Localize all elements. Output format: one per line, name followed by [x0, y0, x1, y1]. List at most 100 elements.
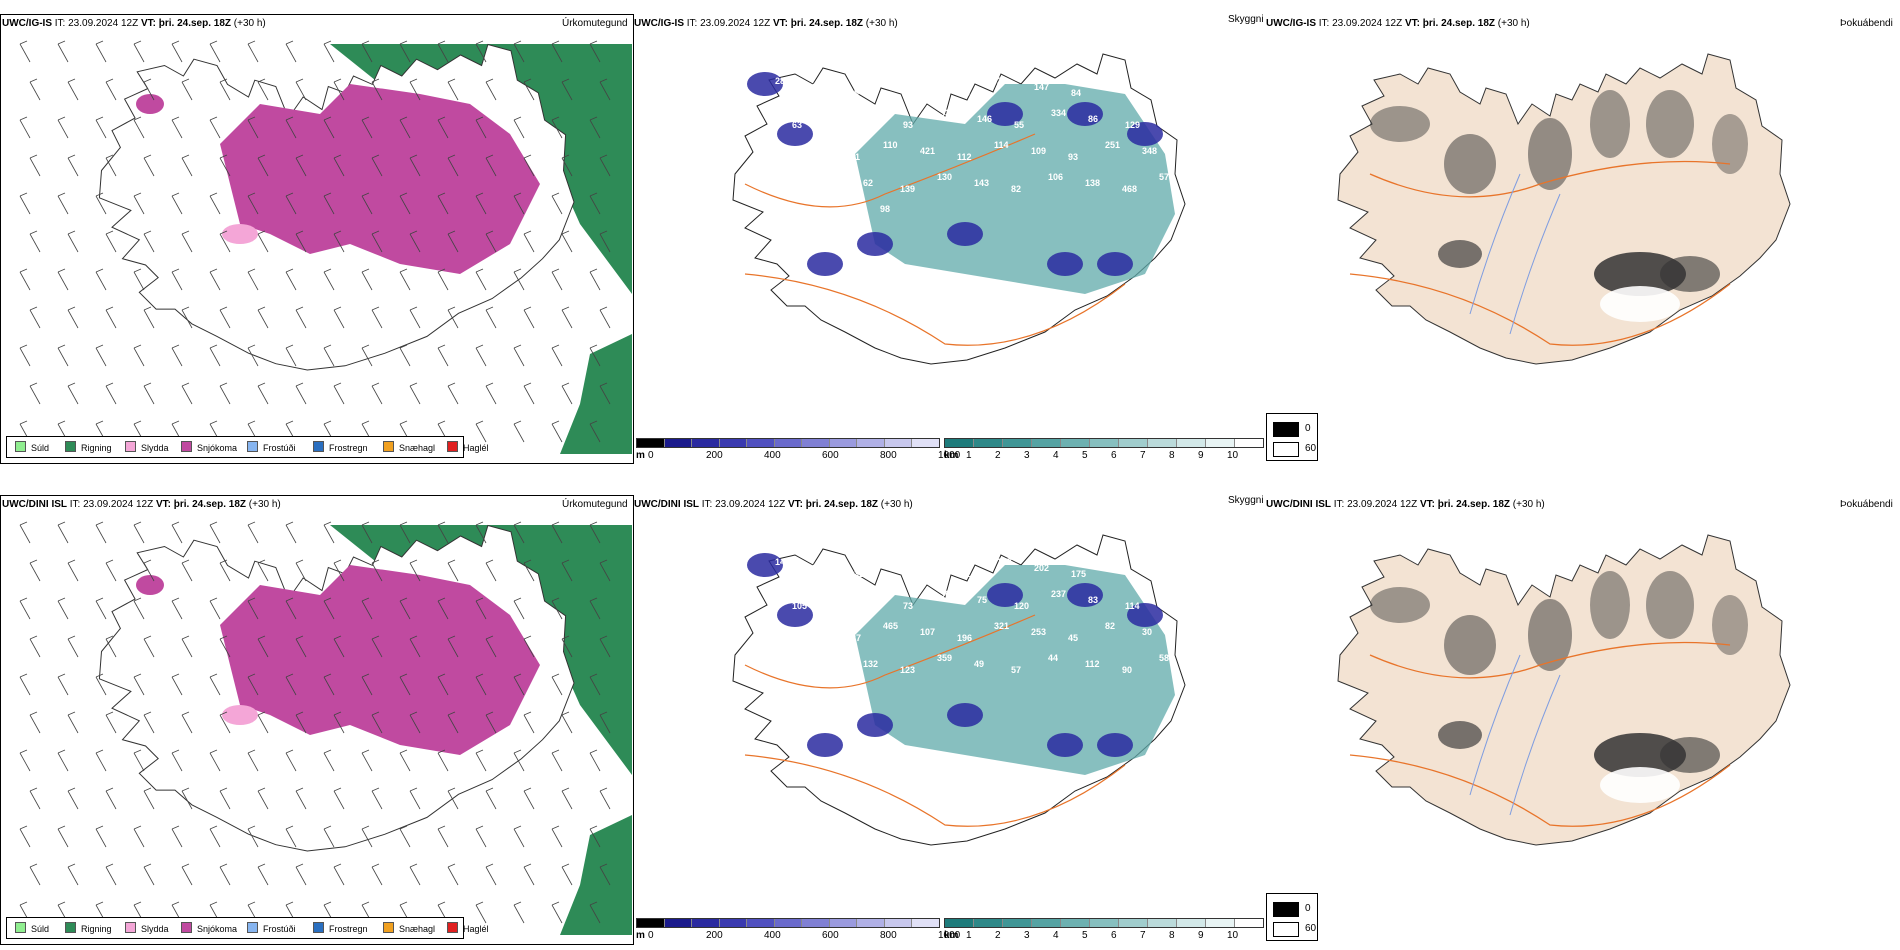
wind-barb: [523, 230, 532, 235]
wind-barb: [95, 271, 107, 291]
precip-header-row2: UWC/DINI ISL IT: 23.09.2024 12Z VT: þri.…: [2, 499, 281, 511]
wind-barb: [485, 866, 497, 886]
wind-barb: [67, 559, 76, 564]
colorbar-meters-tick: 1000: [938, 450, 961, 461]
wind-barb: [95, 195, 107, 215]
precip-legend-row2: Súld Rigning Slydda Snjókoma Frostúði Frostre…: [6, 917, 489, 939]
wind-barb: [67, 157, 79, 177]
wind-barb: [209, 195, 221, 215]
visibility-value-label: 196: [957, 633, 972, 643]
wind-barb: [219, 233, 231, 253]
legend-swatch: [447, 922, 458, 933]
colorbar-km-tick: 3: [1024, 930, 1030, 941]
wind-barb: [247, 521, 256, 526]
cloud-area: [1660, 737, 1720, 773]
wind-barb: [295, 559, 304, 564]
wind-barb: [95, 676, 107, 696]
wind-barb: [371, 790, 383, 810]
visibility-value-label: 84: [1071, 88, 1081, 98]
wind-barb: [133, 192, 142, 197]
low-visibility-area: [855, 565, 1175, 775]
wind-barb: [475, 749, 484, 754]
wind-barb: [437, 673, 446, 678]
wind-barb: [209, 43, 221, 63]
colorbar-km-tick: 4: [1053, 450, 1059, 461]
precip-legend-item: Rigning: [65, 441, 112, 453]
wind-barb: [57, 752, 69, 772]
precip-legend-item: Snjókoma: [181, 922, 237, 934]
wind-barb: [219, 562, 231, 582]
legend-swatch: [247, 922, 258, 933]
wind-barb: [295, 863, 304, 868]
wind-barb: [551, 524, 563, 544]
wind-barb: [561, 382, 570, 387]
wind-barb: [285, 749, 294, 754]
colorbar-km-tick: 6: [1111, 450, 1117, 461]
wind-barb: [513, 597, 522, 602]
wind-barb: [475, 271, 487, 291]
visibility-value-label: 102: [826, 172, 841, 182]
wind-barb: [523, 559, 532, 564]
wind-barb: [323, 192, 332, 197]
wind-barb: [247, 901, 256, 906]
wind-barb: [599, 714, 611, 734]
fog-indicator-map: [1337, 53, 1791, 365]
cloud-area: [1712, 595, 1748, 655]
lead-time: (+30 h): [880, 499, 913, 510]
wind-barb: [105, 81, 117, 101]
wind-barb: [257, 866, 269, 886]
wind-barb: [19, 676, 31, 696]
legend-label: Frostúði: [263, 443, 296, 453]
wind-barb: [409, 562, 421, 582]
wind-barb: [219, 559, 228, 564]
wind-barb: [523, 790, 535, 810]
cloud-label-0: 0: [1305, 903, 1311, 914]
wind-barb: [143, 559, 152, 564]
wind-barb: [447, 635, 456, 640]
wind-barb: [551, 347, 563, 367]
wind-barb: [295, 81, 307, 101]
wind-barb: [95, 347, 107, 367]
wind-barb: [475, 828, 487, 848]
fog-blob: [1097, 252, 1133, 276]
colorbar-km: [944, 438, 1264, 448]
wind-barb: [409, 78, 418, 83]
wind-barb: [437, 195, 449, 215]
precip-map-frame: [0, 14, 634, 464]
wind-barb: [209, 524, 221, 544]
colorbar-km: [944, 918, 1264, 928]
wind-barb: [599, 562, 611, 582]
wind-barb: [29, 157, 41, 177]
visibility-value-label: 123: [900, 665, 915, 675]
visibility-value-label: 93: [1068, 152, 1078, 162]
wind-barb: [143, 154, 152, 159]
colorbar-meters-tick: 800: [880, 450, 897, 461]
wind-barb: [561, 863, 570, 868]
wind-barb: [257, 382, 266, 387]
wind-barb: [29, 306, 38, 311]
it-value: 23.09.2024 12Z: [68, 18, 139, 29]
panel-title-visibility: Skyggni: [1228, 495, 1264, 506]
wind-barb: [19, 521, 28, 526]
wind-barb: [589, 347, 601, 367]
wind-barb: [105, 385, 117, 405]
visibility-value-label: 86: [866, 595, 876, 605]
wind-barb: [171, 40, 180, 45]
wind-barb: [247, 40, 256, 45]
panel-title-visibility: Skyggni: [1228, 14, 1264, 25]
wind-barb: [295, 711, 304, 716]
visibility-value-label: 65: [789, 184, 799, 194]
wind-barb: [181, 382, 190, 387]
rain-area: [560, 334, 632, 454]
colorbar-km-tick: 1: [966, 930, 972, 941]
visibility-value-label: 73: [903, 601, 913, 611]
wind-barb: [437, 752, 449, 772]
visibility-value-label: 111: [846, 152, 860, 162]
precip-map-frame: [0, 495, 634, 945]
visibility-value-label: 90: [1122, 665, 1132, 675]
wind-barb: [523, 157, 535, 177]
wind-barb: [561, 157, 573, 177]
wind-barb: [29, 78, 38, 83]
wind-barb: [19, 673, 28, 678]
rain-area: [330, 525, 632, 775]
